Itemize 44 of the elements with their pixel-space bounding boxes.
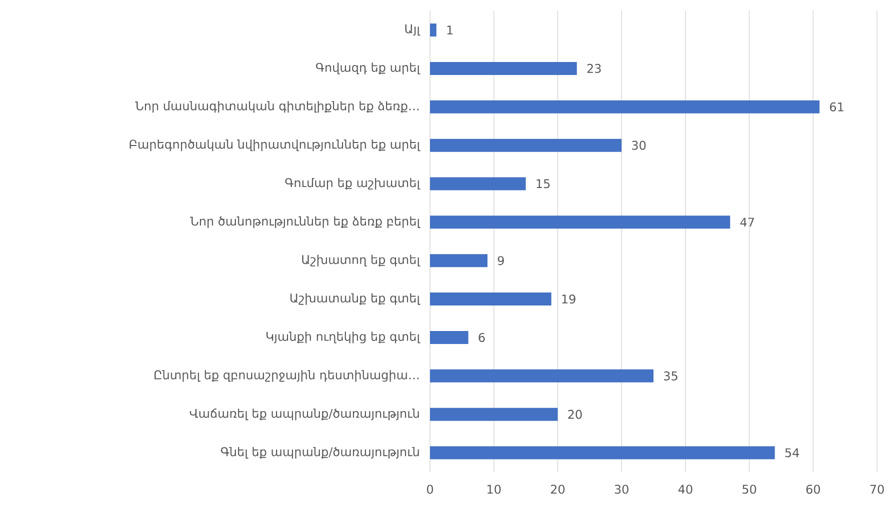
y-tick-label: Աշխատող եք գտել — [302, 254, 420, 266]
data-label: 20 — [568, 410, 582, 419]
bar — [430, 177, 526, 190]
y-tick-label: Գովազդ եք արել — [316, 62, 420, 74]
bar — [430, 292, 552, 306]
data-label: 30 — [632, 140, 646, 150]
y-tick-label: Գումար եք աշխատել — [285, 178, 420, 190]
data-label: 47 — [740, 218, 754, 227]
x-tick-label: 70 — [870, 484, 884, 494]
data-label: 54 — [785, 448, 800, 458]
x-tick-label: 50 — [742, 484, 756, 494]
y-tick-label: Ընտրել եք զբոսաշրջային դեստինացիա… — [154, 370, 419, 382]
bar — [430, 100, 820, 114]
y-tick-label: Նոր ծանոթություններ եք ձեռք բերել — [190, 216, 420, 228]
data-label: 19 — [562, 294, 576, 304]
data-label: 6 — [478, 332, 485, 342]
bar — [430, 330, 468, 344]
bar — [430, 408, 558, 421]
y-tick-label: Կյանքի ուղեկից եք գտել — [266, 332, 420, 344]
bar — [430, 62, 577, 75]
x-tick-label: 20 — [550, 484, 565, 494]
x-tick-label: 10 — [488, 484, 501, 494]
x-tick-label: 30 — [614, 484, 628, 494]
data-label: 9 — [498, 256, 504, 266]
y-tick-label: Այլ — [405, 24, 420, 36]
y-tick-label: Աշխատանք եք գտել — [290, 293, 420, 305]
y-tick-label: Վաճառել եք ապրանք/ծառայություն — [190, 408, 419, 420]
bar — [430, 369, 654, 382]
data-label: 23 — [587, 64, 601, 73]
data-label: 61 — [830, 102, 844, 112]
y-tick-label: Գնել եք ապրանք/ծառայություն — [220, 446, 419, 459]
bar — [430, 138, 622, 152]
bar — [430, 24, 436, 37]
data-label: 1 — [447, 26, 453, 34]
data-label: 35 — [664, 371, 678, 380]
x-tick-label: 60 — [806, 484, 820, 494]
bar — [430, 254, 488, 268]
data-label: 15 — [536, 179, 550, 188]
y-tick-label: Նոր մասնագիտական գիտելիքներ եք ձեռք… — [135, 101, 419, 113]
x-tick-label: 0 — [426, 484, 434, 494]
bar — [430, 216, 730, 229]
x-tick-label: 40 — [678, 484, 692, 494]
y-tick-label: Բարեգործական նվիրատվություններ եք արել — [130, 140, 420, 152]
bar — [430, 446, 775, 460]
